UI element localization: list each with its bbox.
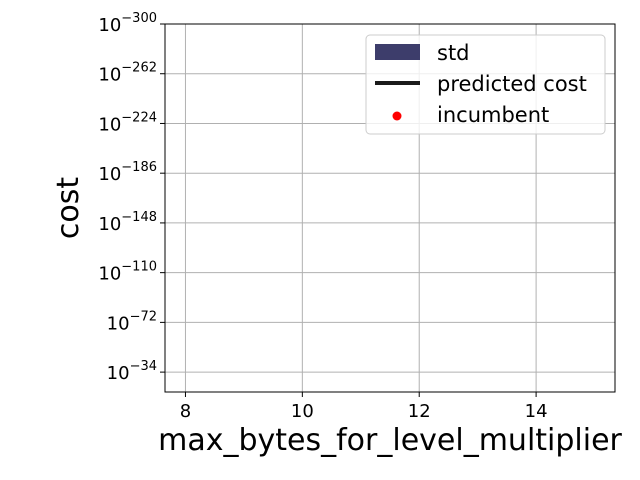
y-axis: 10−300 10−262 10−224 10−186 10−148 10−110 10−7…	[98, 11, 165, 384]
x-tick-label: 10	[291, 401, 314, 422]
legend-std-swatch	[375, 44, 420, 60]
legend-incumbent-label: incumbent	[437, 103, 549, 127]
y-tick-label: 10−224	[98, 110, 157, 135]
legend: std predicted cost incumbent	[365, 34, 606, 135]
legend-predicted-cost-label: predicted cost	[437, 72, 587, 96]
y-tick-label: 10−34	[107, 359, 157, 384]
y-tick-label: 10−148	[98, 210, 157, 235]
x-axis: 8 10 12 14	[180, 392, 548, 422]
y-tick-label: 10−72	[107, 309, 157, 334]
y-tick-label: 10−110	[98, 260, 157, 285]
x-tick-label: 12	[408, 401, 431, 422]
x-tick-label: 14	[525, 401, 548, 422]
legend-std-label: std	[437, 41, 470, 65]
legend-incumbent-swatch	[392, 111, 402, 121]
x-axis-title: max_bytes_for_level_multiplier	[158, 423, 622, 458]
legend-frame	[365, 34, 606, 135]
y-axis-title: cost	[51, 177, 86, 239]
plot-frame	[164, 23, 616, 393]
y-tick-label: 10−186	[98, 160, 157, 185]
y-tick-label: 10−262	[98, 61, 157, 86]
y-tick-label: 10−300	[98, 11, 157, 36]
x-tick-label: 8	[180, 401, 191, 422]
